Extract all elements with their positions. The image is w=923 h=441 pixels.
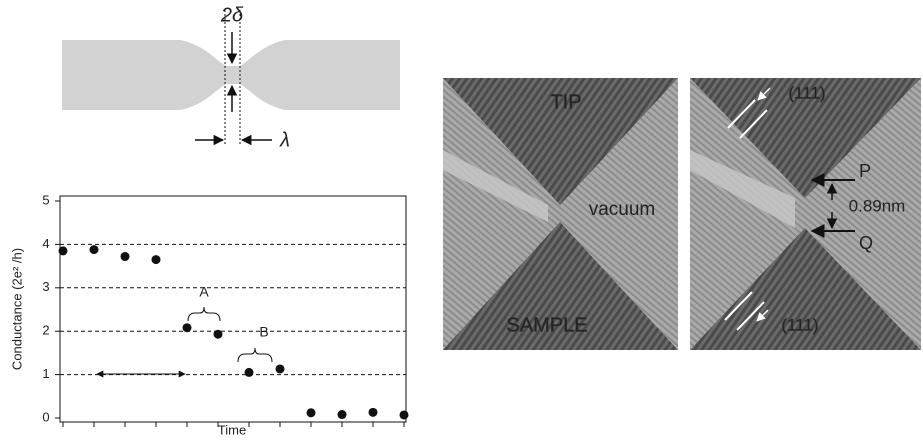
plane-label: (111) [781,315,818,334]
sample-label: SAMPLE [506,314,587,336]
plot-frame [59,195,407,423]
tip-label: TIP [550,91,581,113]
junction-diagram: 2δ λ [62,4,400,151]
y-tick-label: 0 [42,409,49,424]
sample-region [443,222,678,350]
chart: Time Conductance (2e² /h) A B 0 1 2 3 4 5 [9,192,409,437]
data-point [182,323,192,333]
data-point [275,364,285,374]
y-tick-label: 5 [42,192,49,207]
annotation: B [259,324,268,340]
plane-marker [739,109,768,139]
tip-region [443,78,678,205]
y-tick-label: 1 [42,366,49,381]
data-point [151,255,161,265]
data-point [337,410,347,420]
data-point [399,410,409,420]
point-label: Q [859,233,873,253]
arrow [757,87,771,101]
junction-shape [62,40,400,110]
brace [187,306,221,322]
arrow [756,309,769,322]
plane-marker [724,291,753,321]
point-label: P [859,161,871,181]
annotation: A [199,284,209,300]
micrograph-right: (111) (111) P 0.89nm Q [690,78,921,350]
gap-label: 2δ [220,4,244,26]
plane-marker [727,99,756,129]
brace [237,347,273,363]
y-axis-label: Conductance (2e² /h) [9,248,24,370]
gap-label: 0.89nm [849,196,906,215]
y-tick-label: 4 [42,236,49,251]
vacuum-label: vacuum [589,199,656,220]
bright-band [443,150,548,222]
plane-marker [736,301,765,331]
y-tick-label: 3 [42,279,49,294]
data-point [120,252,130,262]
data-point [58,246,68,256]
y-tick-label: 2 [42,323,49,338]
data-point [368,407,378,417]
data-point [213,329,223,339]
bright-band [690,150,795,228]
data-point [89,245,99,255]
x-axis-label: Time [218,422,246,436]
micrograph-left: TIP vacuum SAMPLE [443,78,678,350]
plane-label: (111) [788,83,825,102]
data-point [244,367,254,377]
data-point [306,408,316,418]
width-label: λ [279,129,290,151]
